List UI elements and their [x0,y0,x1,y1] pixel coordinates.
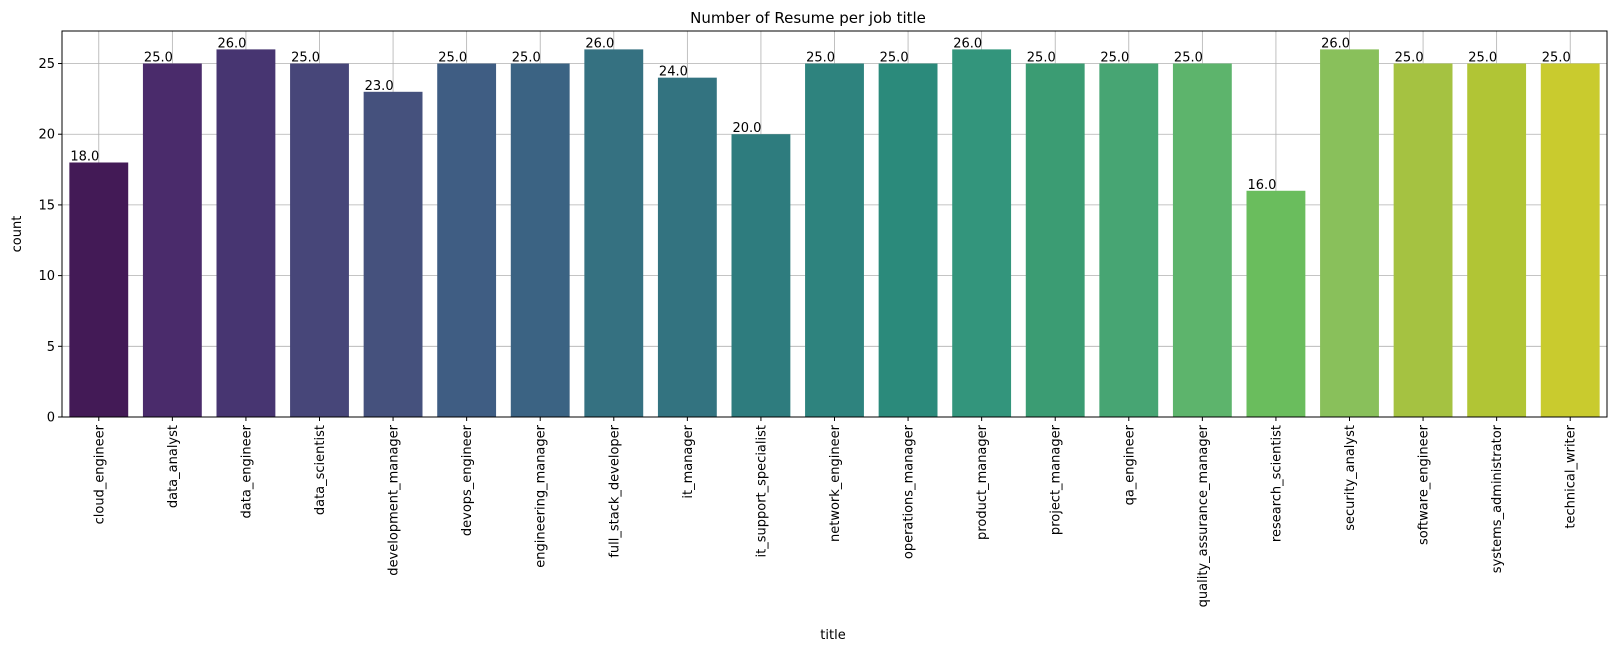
data-label: 25.0 [438,51,467,66]
y-tick-label: 15 [38,198,55,213]
bar-product_manager [952,49,1012,417]
data-label: 20.0 [733,121,762,136]
y-axis-ticks: 0 5 10 15 20 25 [38,57,62,426]
data-label: 25.0 [291,51,320,66]
x-tick-label: it_support_specialist [754,425,769,557]
data-label: 25.0 [806,51,835,66]
data-label: 25.0 [1100,51,1129,66]
x-tick-label: technical_writer [1564,424,1579,528]
x-tick-label: systems_administrator [1490,424,1505,573]
data-label: 26.0 [1321,36,1350,51]
bar-engineering_manager [510,63,570,418]
bar-technical_writer [1540,63,1600,418]
x-tick-label: operations_manager [902,424,917,559]
bar-quality_assurance_manager [1172,63,1232,418]
chart-title: Number of Resume per job title [690,9,926,27]
x-tick-label: engineering_manager [534,424,549,567]
bars [69,49,1600,418]
data-label: 24.0 [659,65,688,80]
data-label: 25.0 [1395,51,1424,66]
bar-data_engineer [216,49,276,417]
bar-cloud_engineer [69,162,129,417]
y-axis-label: count [10,216,25,253]
data-label: 25.0 [1468,51,1497,66]
data-label: 23.0 [365,79,394,94]
y-tick-label: 10 [38,269,55,284]
x-tick-label: product_manager [975,424,990,540]
data-label: 26.0 [585,36,614,51]
data-label: 25.0 [144,51,173,66]
bar-systems_administrator [1467,63,1527,418]
bar-security_analyst [1320,49,1379,417]
bar-development_manager [363,91,423,418]
y-tick-label: 25 [38,57,55,72]
x-tick-label: software_engineer [1417,424,1432,545]
data-label: 26.0 [218,36,247,51]
bar-devops_engineer [437,63,497,418]
bar-network_engineer [805,63,864,418]
bar-it_manager [657,77,717,418]
y-tick-label: 5 [47,340,55,355]
bar-qa_engineer [1099,63,1159,418]
bar-project_manager [1025,63,1085,418]
x-tick-label: cloud_engineer [92,424,107,524]
bar-operations_manager [878,63,938,418]
bar-software_engineer [1393,63,1453,418]
x-tick-label: data_engineer [239,424,254,518]
x-tick-label: development_manager [387,424,402,575]
bar-full_stack_developer [584,49,644,417]
x-tick-label: full_stack_developer [607,424,622,557]
bar-it_support_specialist [731,134,791,417]
data-label: 25.0 [512,51,541,66]
bar-data_scientist [290,63,349,418]
data-label: 18.0 [70,149,99,164]
plot-frame [61,30,1608,418]
x-tick-label: qa_engineer [1122,424,1137,505]
bar-data_analyst [142,63,202,418]
data-label: 16.0 [1248,178,1277,193]
x-tick-label: data_analyst [166,425,181,508]
data-label: 25.0 [1027,51,1056,66]
x-tick-label: devops_engineer [460,424,475,536]
x-tick-label: security_analyst [1343,425,1358,531]
x-tick-label: quality_assurance_manager [1196,424,1211,607]
data-labels: 18.0 25.0 26.0 25.0 23.0 25.0 25.0 26.0 24.0 20.0… [70,36,1570,192]
y-tick-label: 20 [38,128,55,143]
data-label: 25.0 [880,51,909,66]
x-axis-ticks: cloud_engineer data_analyst data_engineer d… [92,417,1579,607]
x-tick-label: network_engineer [828,424,843,542]
data-label: 25.0 [1542,51,1571,66]
bar-research_scientist [1246,190,1306,417]
data-label: 25.0 [1174,51,1203,66]
data-label: 26.0 [953,36,982,51]
x-tick-label: research_scientist [1269,425,1284,542]
x-tick-label: data_scientist [313,425,328,515]
x-tick-label: it_manager [681,424,696,498]
x-axis-label: title [820,628,845,643]
y-tick-label: 0 [47,411,55,426]
x-tick-label: project_manager [1049,424,1064,535]
